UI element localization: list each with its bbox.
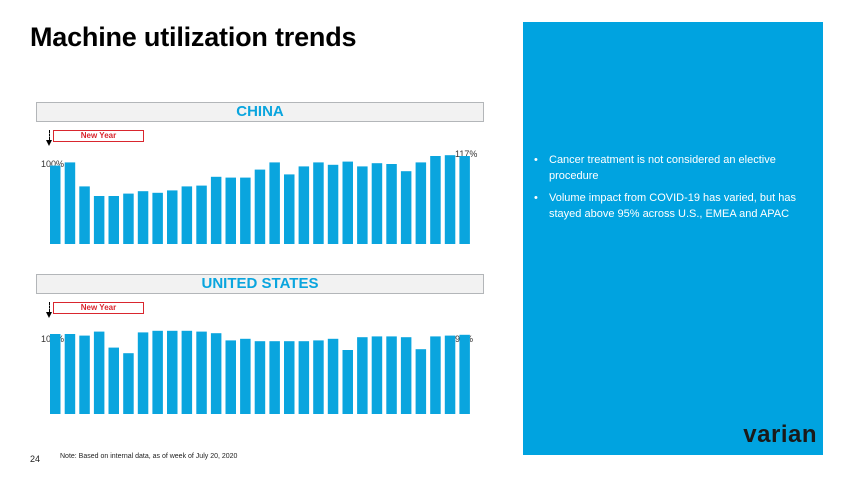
bar bbox=[50, 165, 61, 244]
bar bbox=[254, 169, 266, 244]
bar bbox=[459, 334, 470, 414]
bar bbox=[415, 162, 427, 244]
china-new-year-label: New Year bbox=[53, 130, 144, 142]
bar bbox=[196, 185, 207, 244]
bar bbox=[327, 338, 339, 414]
bar bbox=[240, 177, 251, 244]
bar bbox=[225, 340, 236, 414]
china-end-label: 117% bbox=[455, 149, 478, 159]
bar bbox=[167, 330, 178, 414]
china-start-label: 100% bbox=[41, 159, 65, 169]
bar bbox=[225, 177, 236, 244]
bullet-list: • Cancer treatment is not considered an e… bbox=[534, 152, 799, 228]
bullet-text: Cancer treatment is not considered an el… bbox=[549, 154, 776, 182]
bar bbox=[254, 341, 266, 414]
china-chart-title: CHINA bbox=[36, 102, 484, 122]
china-bar-chart bbox=[50, 155, 470, 244]
bar bbox=[79, 335, 90, 414]
bar bbox=[210, 333, 222, 414]
side-panel: • Cancer treatment is not considered an e… bbox=[523, 22, 823, 455]
bar bbox=[284, 341, 295, 414]
bar bbox=[152, 192, 163, 244]
bar bbox=[342, 161, 353, 244]
bar bbox=[196, 331, 207, 414]
footnote: Note: Based on internal data, as of week… bbox=[60, 453, 238, 460]
bar bbox=[313, 340, 324, 414]
bar bbox=[93, 196, 105, 244]
bar bbox=[284, 174, 295, 244]
bar bbox=[167, 190, 178, 244]
bullet-text: Volume impact from COVID-19 has varied, … bbox=[549, 192, 796, 220]
bar bbox=[181, 186, 193, 244]
bar bbox=[327, 164, 339, 244]
bar bbox=[137, 191, 149, 244]
bar bbox=[64, 162, 76, 244]
bar bbox=[210, 176, 222, 244]
bar bbox=[108, 196, 119, 244]
bar bbox=[79, 186, 90, 244]
bar bbox=[269, 341, 280, 414]
bar bbox=[108, 347, 119, 414]
china-new-year-arrow bbox=[46, 140, 52, 146]
bar bbox=[459, 156, 470, 244]
bar bbox=[386, 164, 397, 244]
page-title: Machine utilization trends bbox=[30, 22, 357, 52]
bar bbox=[444, 335, 456, 414]
bullet-item: • Volume impact from COVID-19 has varied,… bbox=[534, 190, 799, 222]
bar bbox=[50, 334, 61, 414]
bar bbox=[123, 353, 134, 414]
bar bbox=[298, 341, 310, 414]
china-new-year-marker bbox=[49, 130, 50, 140]
us-bar-chart bbox=[50, 330, 470, 414]
bar bbox=[371, 163, 383, 244]
page-number: 24 bbox=[30, 454, 41, 464]
bullet-dot-icon: • bbox=[534, 154, 538, 166]
bar bbox=[313, 162, 324, 244]
bar bbox=[386, 336, 397, 414]
bar bbox=[181, 330, 193, 414]
bar bbox=[430, 336, 441, 414]
bar bbox=[430, 156, 441, 244]
bar bbox=[93, 331, 105, 414]
bar bbox=[357, 166, 368, 244]
us-chart-title: UNITED STATES bbox=[36, 274, 484, 294]
bar bbox=[298, 166, 310, 244]
bar bbox=[357, 337, 368, 414]
bar bbox=[137, 332, 149, 414]
bar bbox=[400, 337, 412, 414]
bar bbox=[415, 349, 427, 414]
bullet-item: • Cancer treatment is not considered an e… bbox=[534, 152, 799, 184]
bar bbox=[123, 193, 134, 244]
bar bbox=[64, 334, 76, 414]
bullet-dot-icon: • bbox=[534, 192, 538, 204]
varian-logo: varian bbox=[743, 421, 817, 448]
us-new-year-label: New Year bbox=[53, 302, 144, 314]
bar bbox=[240, 338, 251, 414]
bar bbox=[342, 350, 353, 414]
bar bbox=[444, 155, 456, 244]
bar bbox=[400, 171, 412, 244]
us-new-year-marker bbox=[49, 302, 50, 312]
bar bbox=[269, 162, 280, 244]
bar bbox=[371, 336, 383, 414]
bar bbox=[152, 330, 163, 414]
us-new-year-arrow bbox=[46, 312, 52, 318]
